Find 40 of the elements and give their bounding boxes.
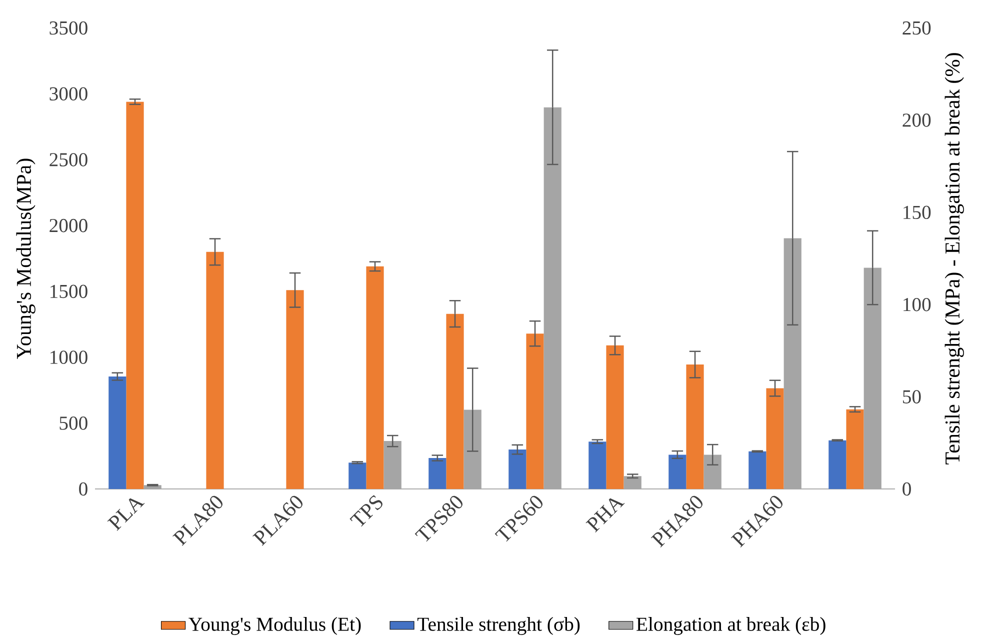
bar [366,266,384,489]
y2-tick-label: 200 [902,114,931,127]
bar [686,364,704,489]
y-tick-label: 1000 [50,350,88,364]
y2-tick-label: 0 [902,482,911,496]
bar [286,290,304,489]
bar [108,376,126,489]
bar [668,454,686,489]
bar [704,454,722,489]
bar [126,102,144,489]
y-tick-label: 1500 [50,284,88,298]
y-tick-label: 500 [60,416,88,430]
bar [624,476,642,489]
bar [384,441,402,489]
bar [544,107,562,489]
bar [606,345,624,489]
y2-tick-label: 250 [902,21,931,35]
x-tick-label: PLA [107,498,145,531]
y-tick-label: 3000 [50,87,88,101]
bar [446,314,464,489]
legend-label: Young's Modulus (Et) [188,617,361,635]
legend-label: Tensile strenght (σb) [417,617,580,635]
y-axis-title: Young's Modulus(MPa) [16,158,36,359]
bar [348,462,366,489]
y-tick-label: 2500 [50,153,88,166]
y2-tick-label: 150 [904,206,931,220]
bar [864,268,882,489]
y2-tick-label: 100 [904,298,931,312]
bar [508,450,526,489]
x-tick-label: TPS [350,495,382,527]
x-tick-label: PHA [586,498,625,533]
y-tick-label: 0 [79,482,88,496]
bar [206,252,224,489]
bar [784,238,802,489]
y2-axis-title: Tensile strenght (MPa) - Elongation at break (%) [944,53,964,464]
y-tick-label: 3500 [50,21,88,35]
y-tick-label: 2000 [50,218,88,232]
y2-tick-label: 50 [903,390,921,404]
bar [428,458,446,489]
legend-label: Elongation at break (εb) [636,617,826,635]
